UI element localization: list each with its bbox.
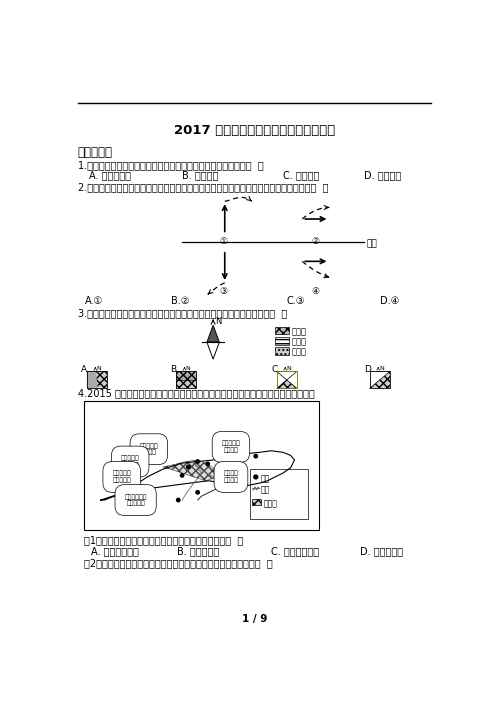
Text: N: N: [286, 366, 291, 371]
Bar: [176, 371, 196, 388]
Text: N: N: [379, 366, 384, 371]
Text: A.: A.: [81, 365, 90, 374]
Bar: [87, 371, 107, 388]
Text: N: N: [215, 317, 221, 326]
Text: 汽车零部件
等产业基地: 汽车零部件 等产业基地: [121, 456, 139, 468]
Polygon shape: [277, 371, 297, 380]
Circle shape: [196, 460, 199, 463]
Text: ③: ③: [219, 286, 227, 296]
Circle shape: [254, 475, 258, 479]
Text: B.: B.: [171, 365, 180, 374]
Text: B.②: B.②: [171, 296, 189, 306]
Circle shape: [177, 498, 180, 502]
Text: 产业带: 产业带: [263, 499, 277, 508]
Bar: [275, 347, 289, 355]
Text: 一、选择题: 一、选择题: [77, 146, 113, 159]
Bar: [252, 498, 261, 505]
Text: A. 廉价劳动力: A. 廉价劳动力: [89, 171, 131, 180]
Circle shape: [181, 474, 184, 477]
Circle shape: [223, 460, 227, 463]
Text: C.③: C.③: [287, 296, 305, 306]
Text: 重机原材料
等产业基地: 重机原材料 等产业基地: [112, 471, 131, 483]
Polygon shape: [163, 460, 217, 481]
Bar: [275, 327, 289, 334]
Text: C.: C.: [271, 365, 280, 374]
Text: 4.2015 年广东省提出打造珠江西岸先进装备制造产业带（如下图）。读图回答问题。: 4.2015 年广东省提出打造珠江西岸先进装备制造产业带（如下图）。读图回答问题…: [77, 388, 314, 399]
Bar: [370, 371, 390, 388]
Text: 1 / 9: 1 / 9: [242, 614, 267, 624]
Circle shape: [186, 465, 190, 469]
Text: 智能电网
产业基地: 智能电网 产业基地: [224, 471, 239, 483]
Polygon shape: [207, 342, 219, 359]
Text: 轨道交通装备
等产业基地: 轨道交通装备 等产业基地: [124, 494, 147, 506]
Bar: [176, 380, 196, 388]
Bar: [275, 337, 289, 345]
Text: 2017 年浙江省高考地理模拟试卷（三）: 2017 年浙江省高考地理模拟试卷（三）: [174, 124, 335, 138]
Text: ①: ①: [219, 237, 227, 246]
Polygon shape: [370, 371, 390, 388]
Text: 2.下图中，实线表示水平运动物体的原始方向，虚线表示运动物体的偏转方向，正确的是（  ）: 2.下图中，实线表示水平运动物体的原始方向，虚线表示运动物体的偏转方向，正确的是…: [77, 182, 328, 192]
Bar: [87, 371, 107, 388]
Text: C. 先进技术: C. 先进技术: [283, 171, 319, 180]
Text: D.: D.: [364, 365, 374, 374]
Bar: [249, 469, 308, 519]
Text: D. 产业基础好: D. 产业基础好: [361, 546, 404, 556]
Text: A.①: A.①: [85, 296, 104, 306]
Text: B. 土地价格低: B. 土地价格低: [177, 546, 219, 556]
Text: （1）珠江西岸先进装备制造产业带发展的有利条件是（  ）: （1）珠江西岸先进装备制造产业带发展的有利条件是（ ）: [84, 536, 243, 545]
Text: 省能装备等
产业基地: 省能装备等 产业基地: [139, 443, 158, 456]
Bar: [176, 371, 196, 380]
Text: 风电装备等
产业基地: 风电装备等 产业基地: [222, 441, 241, 453]
Text: 1.世界主要汽车制造企业都在中国投资建厂，主要是看重中国的（  ）: 1.世界主要汽车制造企业都在中国投资建厂，主要是看重中国的（ ）: [77, 159, 263, 170]
Polygon shape: [277, 380, 297, 388]
Text: ②: ②: [311, 237, 319, 246]
Bar: [277, 371, 297, 388]
Text: D. 广阔市场: D. 广阔市场: [364, 171, 401, 180]
Text: 河流: 河流: [260, 485, 270, 494]
Polygon shape: [207, 325, 219, 342]
Bar: [84, 401, 318, 530]
Text: N: N: [185, 366, 190, 371]
Text: C. 劳动力成本低: C. 劳动力成本低: [271, 546, 319, 556]
Text: 工业区: 工业区: [291, 328, 307, 336]
Bar: [277, 371, 297, 388]
Text: ④: ④: [311, 286, 319, 296]
Text: 城市: 城市: [260, 474, 270, 483]
Circle shape: [196, 491, 199, 494]
Text: N: N: [96, 366, 101, 371]
Circle shape: [227, 452, 230, 456]
Text: 隔离区: 隔离区: [291, 338, 307, 347]
Circle shape: [254, 454, 257, 458]
Text: 3.某一地区风向玫瑰图如下所示，则该地工业区、居住区的布局合理的是（  ）: 3.某一地区风向玫瑰图如下所示，则该地工业区、居住区的布局合理的是（ ）: [77, 308, 287, 318]
Text: A. 矿产资源丰富: A. 矿产资源丰富: [91, 546, 139, 556]
Circle shape: [206, 462, 209, 465]
Text: 赤道: 赤道: [367, 239, 377, 248]
Bar: [370, 371, 390, 388]
Text: B. 便捷交通: B. 便捷交通: [182, 171, 219, 180]
Polygon shape: [87, 371, 98, 388]
Circle shape: [215, 466, 219, 470]
Text: （2）下列关于打造珠江西岸先进装备制造产业带不合理的措施是（  ）: （2）下列关于打造珠江西岸先进装备制造产业带不合理的措施是（ ）: [84, 558, 272, 568]
Text: D.④: D.④: [380, 296, 399, 306]
Text: 居住区: 居住区: [291, 347, 307, 357]
